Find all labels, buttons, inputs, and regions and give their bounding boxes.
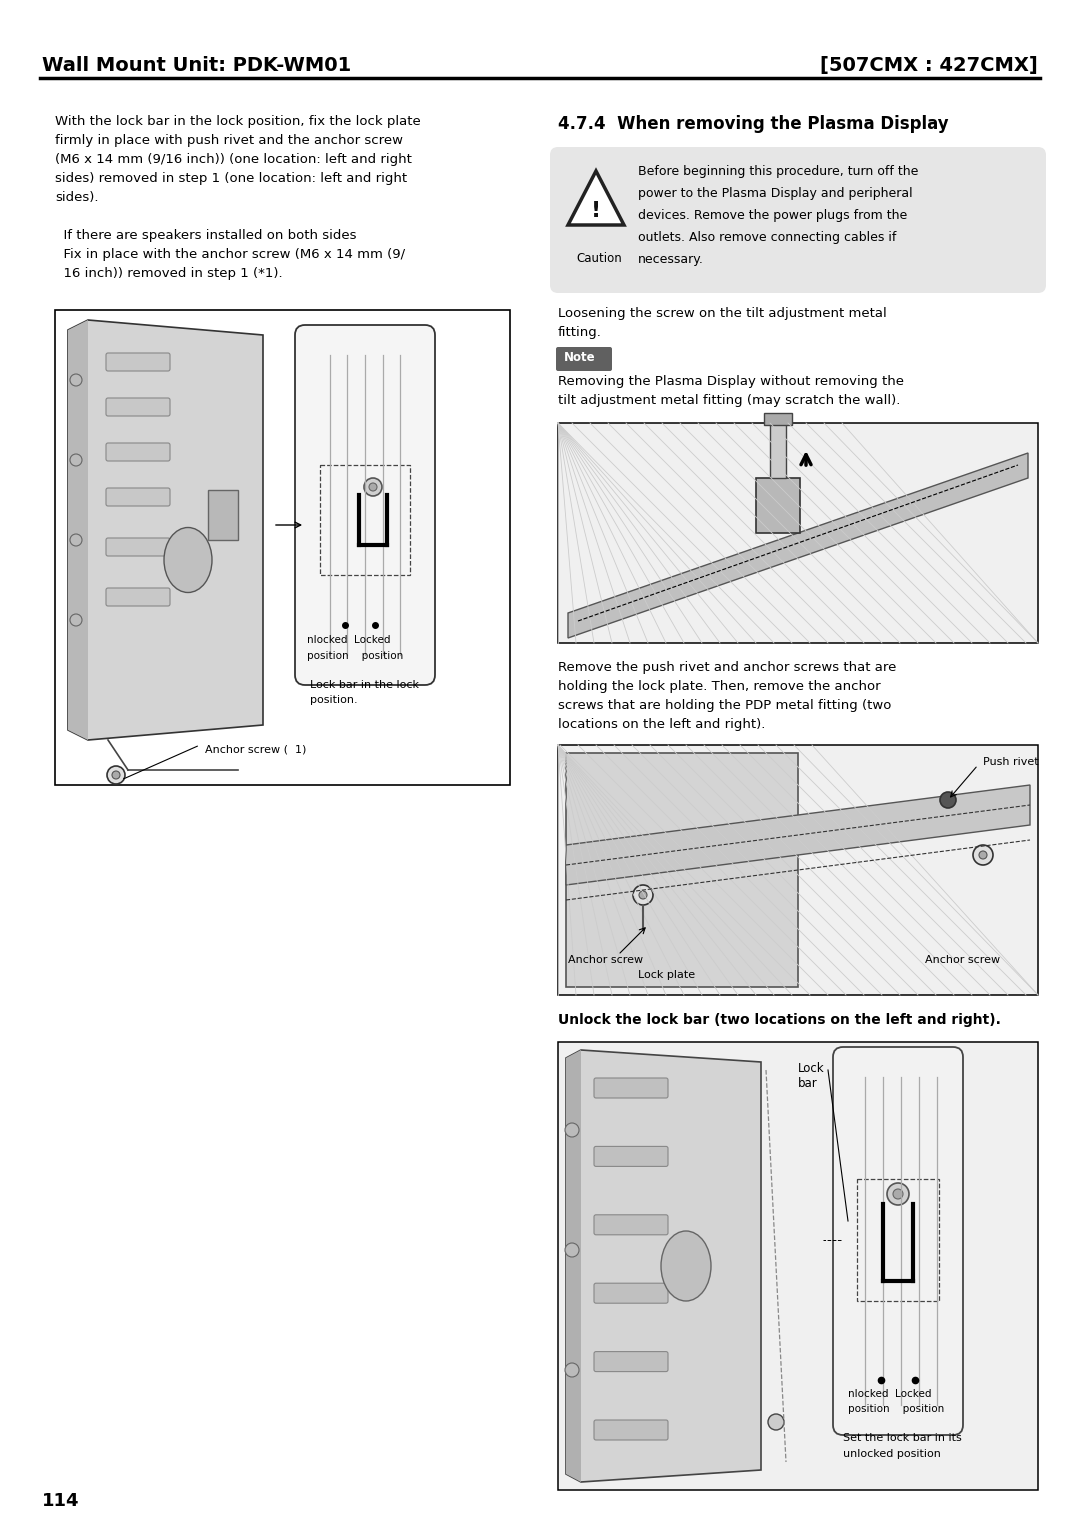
Text: sides).: sides). [55, 191, 98, 205]
Circle shape [565, 1123, 579, 1137]
Text: Removing the Plasma Display without removing the: Removing the Plasma Display without remo… [558, 374, 904, 388]
Circle shape [973, 845, 993, 865]
FancyBboxPatch shape [106, 443, 170, 461]
Circle shape [978, 851, 987, 859]
Text: necessary.: necessary. [638, 254, 704, 266]
Polygon shape [566, 1050, 581, 1482]
Circle shape [565, 1242, 579, 1258]
Circle shape [768, 1413, 784, 1430]
FancyBboxPatch shape [106, 397, 170, 416]
Circle shape [70, 374, 82, 387]
Text: (M6 x 14 mm (9/16 inch)) (one location: left and right: (M6 x 14 mm (9/16 inch)) (one location: … [55, 153, 411, 167]
Polygon shape [568, 452, 1028, 639]
Text: 4.7.4  When removing the Plasma Display: 4.7.4 When removing the Plasma Display [558, 115, 948, 133]
FancyBboxPatch shape [106, 353, 170, 371]
Text: Remove the push rivet and anchor screws that are: Remove the push rivet and anchor screws … [558, 662, 896, 674]
Circle shape [940, 792, 956, 808]
Polygon shape [68, 319, 87, 740]
Circle shape [887, 1183, 909, 1206]
Bar [55, 310, 510, 785]
Text: tilt adjustment metal fitting (may scratch the wall).: tilt adjustment metal fitting (may scrat… [558, 394, 901, 406]
Text: nlocked  Locked: nlocked Locked [848, 1389, 931, 1400]
Text: Unlock the lock bar (two locations on the left and right).: Unlock the lock bar (two locations on th… [558, 1013, 1001, 1027]
Circle shape [70, 533, 82, 545]
Text: firmly in place with push rivet and the anchor screw: firmly in place with push rivet and the … [55, 134, 403, 147]
Circle shape [633, 885, 653, 905]
Text: Set the lock bar in its: Set the lock bar in its [843, 1433, 962, 1442]
Polygon shape [566, 785, 1030, 885]
Ellipse shape [661, 1232, 711, 1300]
FancyBboxPatch shape [106, 588, 170, 607]
FancyBboxPatch shape [295, 325, 435, 685]
Text: screws that are holding the PDP metal fitting (two: screws that are holding the PDP metal fi… [558, 698, 891, 712]
Polygon shape [68, 319, 264, 740]
Text: position    position: position position [848, 1404, 944, 1413]
FancyBboxPatch shape [594, 1420, 669, 1439]
Text: If there are speakers installed on both sides: If there are speakers installed on both … [55, 229, 356, 241]
Text: [507CMX : 427CMX]: [507CMX : 427CMX] [820, 57, 1038, 75]
Text: Caution: Caution [576, 252, 622, 264]
Text: Anchor screw: Anchor screw [926, 955, 1000, 966]
Text: Lock plate: Lock plate [638, 970, 696, 979]
Circle shape [893, 1189, 903, 1199]
Bar [320, 465, 410, 575]
Circle shape [369, 483, 377, 490]
Bar [558, 746, 1038, 995]
Bar [558, 1042, 1038, 1490]
Bar [770, 423, 786, 478]
FancyBboxPatch shape [594, 1352, 669, 1372]
Bar [208, 490, 238, 539]
FancyBboxPatch shape [594, 1215, 669, 1235]
Text: Anchor screw: Anchor screw [568, 955, 643, 966]
Text: Loosening the screw on the tilt adjustment metal: Loosening the screw on the tilt adjustme… [558, 307, 887, 319]
Text: sides) removed in step 1 (one location: left and right: sides) removed in step 1 (one location: … [55, 173, 407, 185]
Bar [558, 423, 1038, 643]
Text: 114: 114 [42, 1491, 80, 1510]
Polygon shape [566, 1050, 761, 1482]
Circle shape [70, 454, 82, 466]
Circle shape [70, 614, 82, 626]
Text: position.: position. [310, 695, 357, 704]
Text: Fix in place with the anchor screw (M6 x 14 mm (9/: Fix in place with the anchor screw (M6 x… [55, 248, 405, 261]
Text: power to the Plasma Display and peripheral: power to the Plasma Display and peripher… [638, 186, 913, 200]
FancyBboxPatch shape [556, 347, 612, 371]
Text: !: ! [591, 202, 602, 222]
FancyBboxPatch shape [594, 1146, 669, 1166]
Text: Lock
bar: Lock bar [798, 1062, 825, 1089]
Circle shape [364, 478, 382, 497]
Text: With the lock bar in the lock position, fix the lock plate: With the lock bar in the lock position, … [55, 115, 421, 128]
Text: locations on the left and right).: locations on the left and right). [558, 718, 766, 730]
FancyBboxPatch shape [594, 1077, 669, 1099]
Circle shape [639, 891, 647, 898]
FancyBboxPatch shape [550, 147, 1047, 293]
Text: holding the lock plate. Then, remove the anchor: holding the lock plate. Then, remove the… [558, 680, 880, 694]
Bar [764, 413, 792, 425]
Bar [756, 478, 800, 533]
Text: unlocked position: unlocked position [843, 1449, 941, 1459]
Text: Note: Note [564, 351, 596, 364]
Circle shape [565, 1363, 579, 1377]
Text: nlocked  Locked: nlocked Locked [307, 636, 391, 645]
Text: Anchor screw (  1): Anchor screw ( 1) [205, 746, 307, 755]
Polygon shape [566, 753, 798, 987]
Circle shape [112, 772, 120, 779]
Ellipse shape [164, 527, 212, 593]
Text: Before beginning this procedure, turn off the: Before beginning this procedure, turn of… [638, 165, 918, 177]
Bar [858, 1180, 939, 1300]
Text: Lock bar in the lock: Lock bar in the lock [310, 680, 419, 691]
Text: outlets. Also remove connecting cables if: outlets. Also remove connecting cables i… [638, 231, 896, 244]
FancyBboxPatch shape [106, 487, 170, 506]
Circle shape [107, 766, 125, 784]
Text: Wall Mount Unit: PDK-WM01: Wall Mount Unit: PDK-WM01 [42, 57, 351, 75]
Text: fitting.: fitting. [558, 325, 602, 339]
Text: 16 inch)) removed in step 1 (*1).: 16 inch)) removed in step 1 (*1). [55, 267, 283, 280]
Text: position    position: position position [307, 651, 403, 662]
FancyBboxPatch shape [106, 538, 170, 556]
FancyBboxPatch shape [594, 1284, 669, 1303]
Polygon shape [568, 171, 624, 225]
Text: Push rivet: Push rivet [983, 756, 1039, 767]
Text: devices. Remove the power plugs from the: devices. Remove the power plugs from the [638, 209, 907, 222]
FancyBboxPatch shape [833, 1047, 963, 1435]
